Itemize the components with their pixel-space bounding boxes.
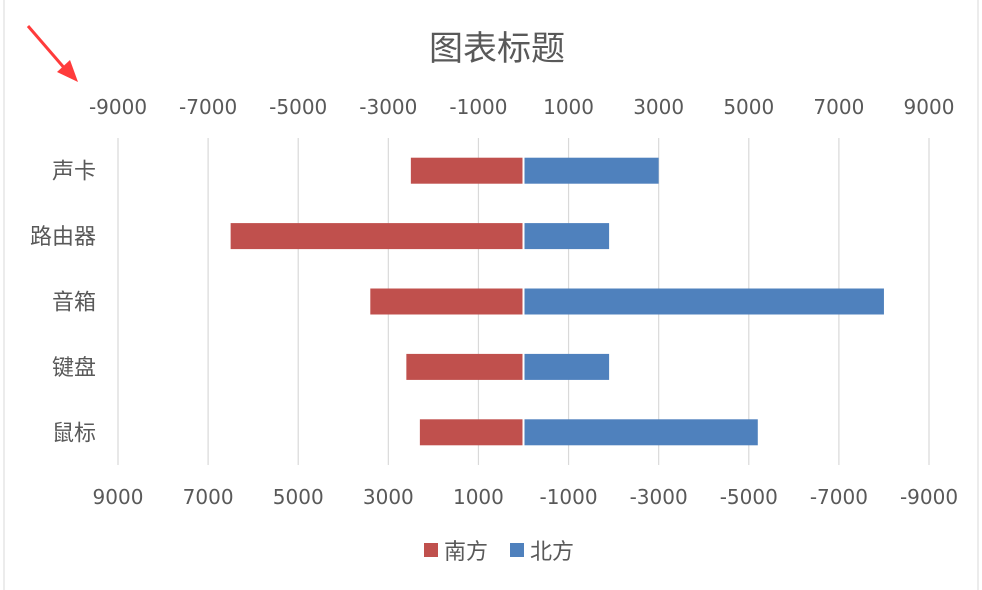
bar-north	[523, 223, 610, 250]
top-axis-tick-label: 3000	[633, 95, 684, 119]
top-axis-tick-label: -1000	[449, 95, 507, 119]
top-axis-tick-label: -3000	[359, 95, 417, 119]
top-axis-tick-label: 9000	[904, 95, 955, 119]
annotation-arrow-icon	[26, 25, 78, 82]
bar-north	[523, 157, 659, 184]
bottom-axis-tick-label: 7000	[183, 485, 234, 509]
legend-label: 南方	[444, 540, 488, 565]
bar-south	[230, 223, 524, 250]
top-axis-tick-label: -7000	[179, 95, 237, 119]
top-axis-tick-label: 5000	[723, 95, 774, 119]
bottom-axis-tick-label: -3000	[630, 485, 688, 509]
bar-north	[523, 288, 884, 315]
category-label: 声卡	[52, 160, 96, 185]
bottom-axis-tick-label: 3000	[363, 485, 414, 509]
bottom-axis-tick-label: -1000	[539, 485, 597, 509]
bar-north	[523, 419, 758, 446]
legend-swatch	[510, 543, 524, 557]
bottom-axis-tick-label: -5000	[720, 485, 778, 509]
bar-south	[406, 353, 524, 380]
top-axis-tick-label: -5000	[269, 95, 327, 119]
chart-title: 图表标题	[429, 29, 565, 69]
bottom-axis-tick-label: 9000	[93, 485, 144, 509]
top-axis-tick-label: -9000	[89, 95, 147, 119]
bar-south	[370, 288, 524, 315]
bottom-axis-tick-label: 5000	[273, 485, 324, 509]
category-label: 鼠标	[52, 421, 96, 446]
bottom-axis-tick-label: -9000	[900, 485, 958, 509]
legend-swatch	[424, 543, 438, 557]
bar-south	[419, 419, 524, 446]
bottom-axis-tick-label: 1000	[453, 485, 504, 509]
bar-south	[410, 157, 524, 184]
bar-north	[523, 353, 610, 380]
legend: 南方 北方	[424, 540, 574, 565]
top-axis-tick-label: 7000	[813, 95, 864, 119]
bottom-axis: 9000 7000 5000 3000 1000 -1000 -3000 -5000 -7000…	[93, 485, 959, 509]
legend-label: 北方	[530, 540, 574, 565]
category-label: 路由器	[30, 225, 96, 250]
category-label: 键盘	[52, 356, 96, 381]
category-label: 音箱	[52, 291, 96, 316]
bars	[230, 148, 884, 455]
top-axis: -9000 -7000 -5000 -3000 -1000 1000 3000 5000 700…	[89, 95, 955, 119]
top-axis-tick-label: 1000	[543, 95, 594, 119]
bottom-axis-tick-label: -7000	[810, 485, 868, 509]
